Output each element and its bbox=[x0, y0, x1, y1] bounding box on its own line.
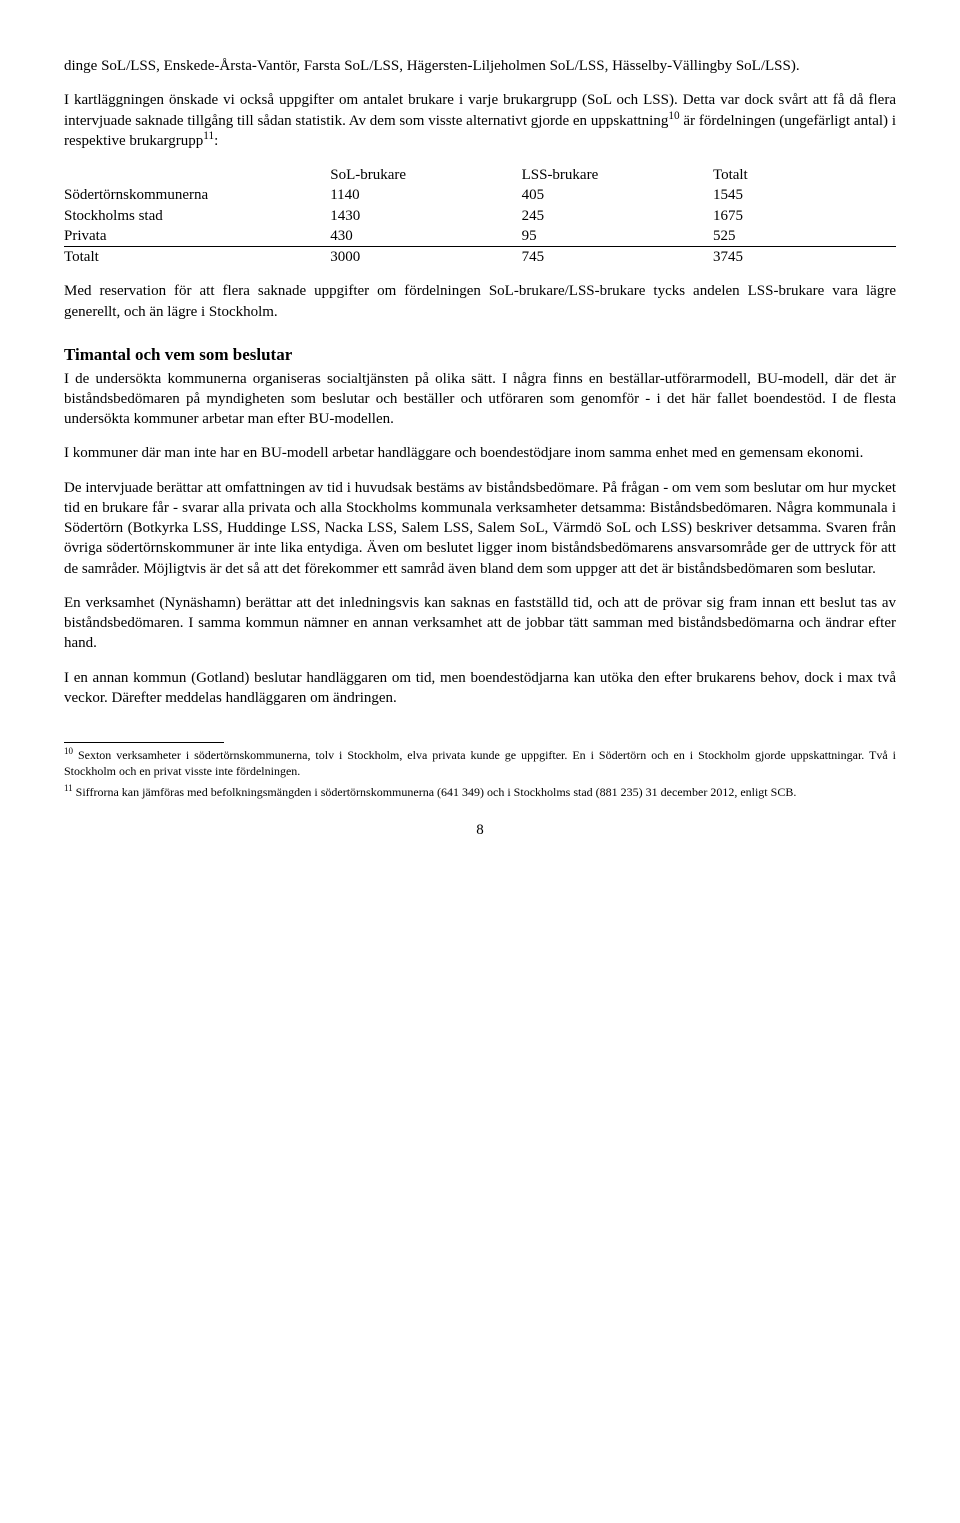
section-heading: Timantal och vem som beslutar bbox=[64, 344, 896, 367]
footnotes: 10 Sexton verksamheter i södertörnskommu… bbox=[64, 747, 896, 800]
table-cell: Totalt bbox=[64, 247, 330, 268]
footnote-ref-10: 10 bbox=[668, 110, 679, 122]
table-cell: 525 bbox=[713, 226, 896, 247]
table-header-cell: SoL-brukare bbox=[330, 165, 521, 185]
table-cell: 3745 bbox=[713, 247, 896, 268]
footnotes-separator bbox=[64, 742, 224, 743]
para-6: De intervjuade berättar att omfattningen… bbox=[64, 478, 896, 579]
footnote-10: 10 Sexton verksamheter i södertörnskommu… bbox=[64, 747, 896, 779]
table-cell: Stockholms stad bbox=[64, 206, 330, 226]
table-cell: Privata bbox=[64, 226, 330, 247]
table-header-cell: Totalt bbox=[713, 165, 896, 185]
table-cell: 745 bbox=[522, 247, 713, 268]
table-cell: 1430 bbox=[330, 206, 521, 226]
table-cell: 245 bbox=[522, 206, 713, 226]
table-cell: 405 bbox=[522, 185, 713, 205]
footnote-11: 11 Siffrorna kan jämföras med befolkning… bbox=[64, 784, 896, 800]
page-number: 8 bbox=[64, 820, 896, 840]
footnote-10-text: Sexton verksamheter i södertörnskommuner… bbox=[64, 748, 896, 778]
para-7: En verksamhet (Nynäshamn) berättar att d… bbox=[64, 593, 896, 654]
para-2: I kartläggningen önskade vi också uppgif… bbox=[64, 90, 896, 151]
para-1: dinge SoL/LSS, Enskede-Årsta-Vantör, Far… bbox=[64, 56, 896, 76]
footnote-11-text: Siffrorna kan jämföras med befolkningsmä… bbox=[73, 785, 797, 799]
footnote-ref-11: 11 bbox=[203, 130, 214, 142]
para-4: I de undersökta kommunerna organiseras s… bbox=[64, 369, 896, 430]
para-8: I en annan kommun (Gotland) beslutar han… bbox=[64, 668, 896, 709]
table-cell: Södertörnskommunerna bbox=[64, 185, 330, 205]
table-cell: 3000 bbox=[330, 247, 521, 268]
para-2c: : bbox=[214, 133, 218, 149]
table-row: Stockholms stad 1430 245 1675 bbox=[64, 206, 896, 226]
table-cell: 1545 bbox=[713, 185, 896, 205]
para-5: I kommuner där man inte har en BU-modell… bbox=[64, 443, 896, 463]
footnote-num-10: 10 bbox=[64, 746, 73, 756]
table-cell: 1675 bbox=[713, 206, 896, 226]
table-row: Totalt 3000 745 3745 bbox=[64, 247, 896, 268]
brukare-table: SoL-brukare LSS-brukare Totalt Södertörn… bbox=[64, 165, 896, 267]
table-row: Södertörnskommunerna 1140 405 1545 bbox=[64, 185, 896, 205]
table-header-row: SoL-brukare LSS-brukare Totalt bbox=[64, 165, 896, 185]
para-3: Med reservation för att flera saknade up… bbox=[64, 281, 896, 322]
table-header-cell: LSS-brukare bbox=[522, 165, 713, 185]
table-cell: 1140 bbox=[330, 185, 521, 205]
table-header-cell bbox=[64, 165, 330, 185]
footnote-num-11: 11 bbox=[64, 783, 73, 793]
table-cell: 430 bbox=[330, 226, 521, 247]
table-cell: 95 bbox=[522, 226, 713, 247]
table-row: Privata 430 95 525 bbox=[64, 226, 896, 247]
